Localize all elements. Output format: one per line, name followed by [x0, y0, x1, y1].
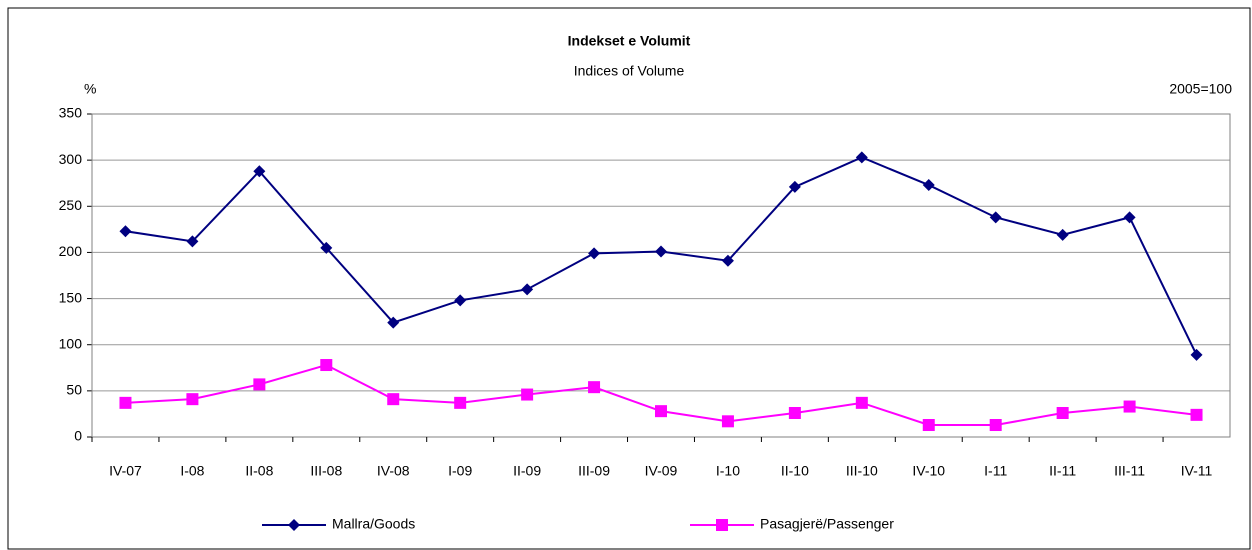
chart-subtitle: Indices of Volume [574, 63, 685, 79]
marker [521, 388, 534, 401]
x-tick-label: I-09 [448, 463, 472, 479]
marker [186, 235, 199, 248]
marker [119, 396, 132, 409]
x-tick-label: IV-09 [645, 463, 678, 479]
marker [119, 225, 132, 238]
marker [1190, 408, 1203, 421]
x-tick-label: II-08 [245, 463, 273, 479]
x-tick-label: I-10 [716, 463, 740, 479]
plot-area [91, 113, 1231, 438]
marker [655, 245, 667, 258]
marker [655, 405, 667, 418]
marker [186, 393, 199, 406]
chart-frame [7, 7, 1251, 550]
chart-title: Indekset e Volumit [568, 33, 691, 49]
x-tick-label: II-10 [781, 463, 809, 479]
x-tick-label: IV-08 [377, 463, 410, 479]
y-tick-label: 200 [59, 243, 83, 259]
legend-label: Mallra/Goods [332, 516, 415, 532]
x-tick-label: III-11 [1114, 463, 1145, 479]
marker [288, 519, 300, 531]
marker [788, 407, 801, 420]
marker [1190, 348, 1203, 361]
y-tick-label: 0 [74, 428, 82, 444]
x-tick-label: IV-11 [1181, 463, 1213, 479]
x-tick-label: IV-07 [109, 463, 142, 479]
marker [1056, 228, 1069, 241]
y-axis-label: % [84, 81, 96, 97]
x-tick-label: III-09 [578, 463, 610, 479]
y-tick-label: 150 [59, 289, 83, 305]
x-tick-label: III-10 [846, 463, 878, 479]
marker [253, 378, 266, 391]
marker [253, 165, 266, 178]
marker [454, 294, 467, 307]
marker [320, 359, 333, 372]
marker [1056, 407, 1069, 420]
y-tick-label: 350 [59, 105, 83, 121]
y-tick-label: 100 [59, 335, 83, 351]
legend-label: Pasagjerë/Passenger [760, 516, 894, 532]
marker [788, 180, 801, 193]
x-tick-label: I-08 [180, 463, 204, 479]
marker [320, 241, 333, 254]
y-tick-label: 300 [59, 151, 83, 167]
marker [387, 316, 400, 329]
annotation: 2005=100 [1169, 81, 1232, 97]
marker [989, 419, 1002, 432]
marker [721, 415, 734, 428]
marker [989, 211, 1002, 224]
marker [721, 254, 734, 267]
marker [588, 381, 601, 394]
x-tick-label: II-11 [1049, 463, 1076, 479]
marker [521, 283, 534, 296]
marker [855, 396, 868, 409]
x-tick-label: I-11 [984, 463, 1007, 479]
marker [387, 393, 400, 406]
marker [922, 179, 935, 192]
marker [588, 247, 601, 260]
marker [855, 151, 868, 164]
y-tick-label: 50 [66, 382, 82, 398]
marker [1123, 400, 1136, 413]
x-tick-label: IV-10 [912, 463, 945, 479]
x-tick-label: II-09 [513, 463, 541, 479]
y-tick-label: 250 [59, 197, 83, 213]
marker [454, 396, 467, 409]
marker [922, 419, 935, 432]
marker [716, 519, 728, 531]
marker [1123, 211, 1136, 224]
x-tick-label: III-08 [310, 463, 342, 479]
